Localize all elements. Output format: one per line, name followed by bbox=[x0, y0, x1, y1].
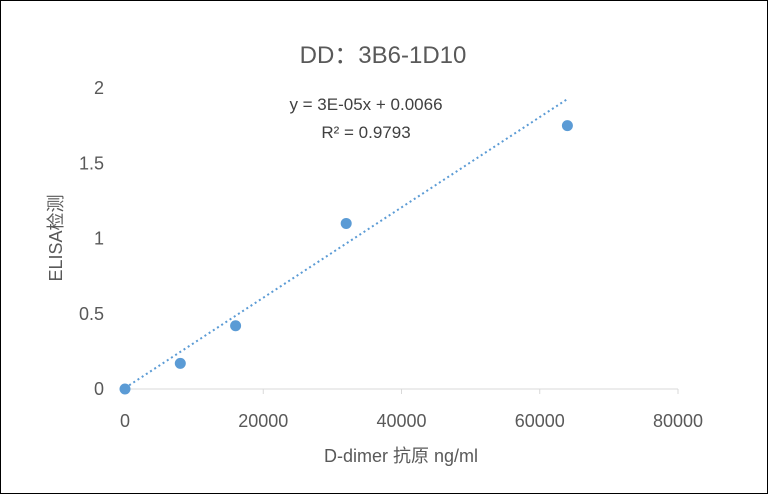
x-axis-label: D-dimer 抗原 ng/ml bbox=[324, 446, 478, 466]
x-tick-label: 20000 bbox=[238, 411, 288, 431]
x-axis-tick-marks bbox=[124, 389, 679, 394]
trendline-equation: y = 3E-05x + 0.0066 bbox=[289, 95, 442, 114]
x-tick-label: 80000 bbox=[653, 411, 703, 431]
y-tick-label: 0 bbox=[94, 379, 104, 399]
data-point bbox=[119, 383, 131, 395]
x-tick-label: 40000 bbox=[376, 411, 426, 431]
trendline-r-squared: R² = 0.9793 bbox=[321, 123, 410, 142]
data-points bbox=[119, 120, 573, 395]
x-tick-label: 60000 bbox=[515, 411, 565, 431]
data-point bbox=[561, 120, 573, 132]
x-tick-labels: 0 20000 40000 60000 80000 bbox=[120, 411, 703, 431]
x-tick-label: 0 bbox=[120, 411, 130, 431]
data-point bbox=[174, 357, 186, 369]
y-tick-label: 1 bbox=[94, 229, 104, 249]
data-point bbox=[340, 217, 352, 229]
y-axis-label: ELISA检测 bbox=[46, 194, 66, 281]
y-tick-labels: 0 0.5 1 1.5 2 bbox=[79, 78, 104, 399]
y-tick-label: 2 bbox=[94, 78, 104, 98]
chart-title: DD：3B6-1D10 bbox=[300, 42, 467, 69]
y-tick-label: 0.5 bbox=[79, 304, 104, 324]
trendline bbox=[124, 98, 568, 389]
y-tick-label: 1.5 bbox=[79, 153, 104, 173]
data-point bbox=[230, 320, 242, 332]
